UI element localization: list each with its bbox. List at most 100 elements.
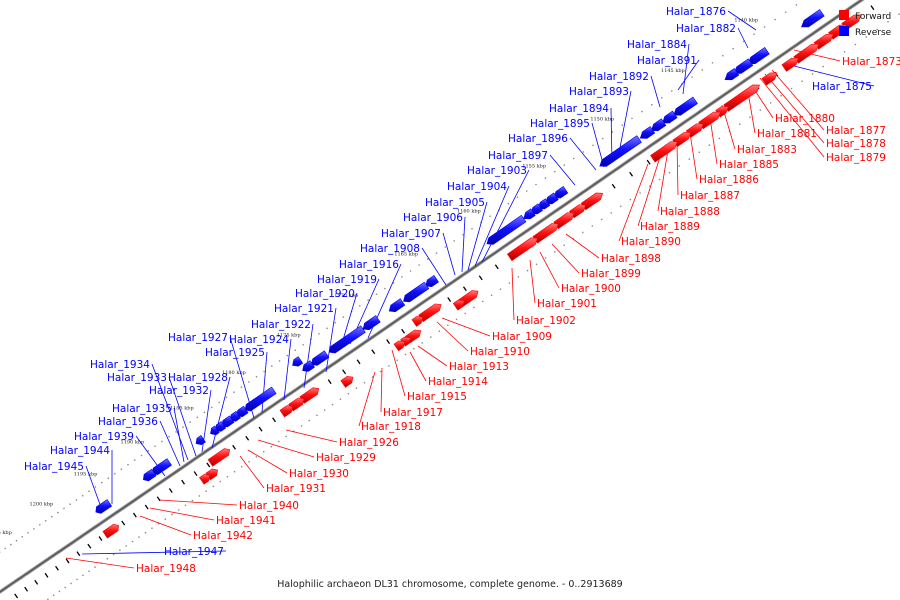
gene-label[interactable]: Halar_1879 [826,152,886,164]
gene-feature-halar-1918[interactable] [394,341,405,351]
gene-label[interactable]: Halar_1885 [719,159,779,171]
gene-label[interactable]: Halar_1883 [737,144,797,156]
gene-feature-halar-1914[interactable] [412,316,423,326]
gene-label[interactable]: Halar_1876 [666,6,726,18]
scale-dot [388,365,390,367]
gene-label[interactable]: Halar_1904 [447,181,507,193]
gene-label[interactable]: Halar_1919 [317,274,377,286]
gene-label[interactable]: Halar_1892 [589,71,649,83]
gene-label[interactable]: Halar_1891 [637,55,697,67]
gene-label[interactable]: Halar_1927 [168,332,228,344]
gene-feature-halar-1940[interactable] [208,449,230,467]
gene-label[interactable]: Halar_1880 [775,113,835,125]
leader-line [540,252,559,288]
gene-label[interactable]: Halar_1947 [164,546,224,558]
gene-label[interactable]: Halar_1884 [627,39,687,51]
gene-label[interactable]: Halar_1905 [425,197,485,209]
scale-dot [248,461,250,463]
gene-feature-halar-1924[interactable] [311,351,328,366]
gene-label[interactable]: Halar_1906 [403,212,463,224]
gene-label[interactable]: Halar_1907 [381,228,441,240]
gene-label[interactable]: Halar_1944 [50,445,110,457]
gene-label[interactable]: Halar_1889 [640,221,700,233]
gene-feature-halar-1884[interactable] [748,47,769,63]
scale-dot [132,541,134,543]
gene-label[interactable]: Halar_1929 [316,452,376,464]
gene-feature-halar-1927[interactable] [293,357,303,367]
gene-label[interactable]: Halar_1917 [383,407,443,419]
gene-label[interactable]: Halar_1939 [74,431,134,443]
gene-label[interactable]: Halar_1914 [428,376,488,388]
scale-dot [248,381,250,383]
gene-label[interactable]: Halar_1894 [549,103,609,115]
gene-label[interactable]: Halar_1895 [530,118,590,130]
gene-feature-halar-1910[interactable] [453,300,464,310]
gene-label[interactable]: Halar_1930 [289,468,349,480]
gene-label[interactable]: Halar_1920 [295,288,355,300]
gene-label[interactable]: Halar_1881 [757,128,817,140]
gene-feature-halar-1931[interactable] [280,406,293,417]
gene-label[interactable]: Halar_1928 [168,372,228,384]
gene-label[interactable]: Halar_1901 [537,298,597,310]
gene-label[interactable]: Halar_1899 [581,268,641,280]
gene-feature-halar-1882[interactable] [801,10,824,27]
gene-feature-halar-1921[interactable] [363,316,380,330]
gene-label[interactable]: Halar_1933 [107,372,167,384]
gene-label[interactable]: Halar_1931 [266,483,326,495]
gene-feature-halar-1897[interactable] [600,136,642,167]
gene-feature-halar-1922[interactable] [329,326,365,353]
gene-label[interactable]: Halar_1910 [470,346,530,358]
scale-dot [178,509,180,511]
gene-feature-halar-1948[interactable] [103,524,119,538]
gene-label[interactable]: Halar_1886 [699,174,759,186]
scale-dot [318,333,320,335]
gene-label[interactable]: Halar_1945 [24,461,84,473]
gene-label[interactable]: Halar_1941 [216,515,276,527]
gene-label[interactable]: Halar_1948 [136,563,196,575]
gene-label[interactable]: Halar_1873 [842,56,900,68]
gene-label[interactable]: Halar_1909 [492,331,552,343]
gene-feature-halar-1916[interactable] [426,275,439,286]
gene-label[interactable]: Halar_1882 [676,23,736,35]
gene-label[interactable]: Halar_1897 [488,150,548,162]
gene-feature-halar-1881[interactable] [782,58,798,71]
gene-label[interactable]: Halar_1887 [680,190,740,202]
gene-label[interactable]: Halar_1918 [361,421,421,433]
gene-label[interactable]: Halar_1916 [339,259,399,271]
gene-label[interactable]: Halar_1893 [569,86,629,98]
gene-label[interactable]: Halar_1922 [251,319,311,331]
gene-feature-halar-1885[interactable] [724,85,760,112]
gene-feature-halar-1908[interactable] [487,215,526,244]
gene-feature-halar-1942[interactable] [200,474,210,484]
gene-label[interactable]: Halar_1935 [112,403,172,415]
gene-label[interactable]: Halar_1942 [193,530,253,542]
gene-feature-halar-1947[interactable] [96,500,112,514]
gene-label[interactable]: Halar_1925 [205,347,265,359]
leader-line [570,138,596,170]
stop-mark [233,445,236,449]
gene-label[interactable]: Halar_1877 [826,125,886,137]
gene-label[interactable]: Halar_1936 [98,416,158,428]
gene-label[interactable]: Halar_1875 [812,81,872,93]
gene-label[interactable]: Halar_1898 [601,253,661,265]
gene-label[interactable]: Halar_1934 [90,359,150,371]
gene-label[interactable]: Halar_1888 [660,206,720,218]
gene-feature-halar-1926[interactable] [341,376,353,387]
gene-label[interactable]: Halar_1890 [621,236,681,248]
gene-label[interactable]: Halar_1932 [149,385,209,397]
gene-label[interactable]: Halar_1908 [360,243,420,255]
gene-label[interactable]: Halar_1921 [274,303,334,315]
gene-label[interactable]: Halar_1940 [239,500,299,512]
gene-label[interactable]: Halar_1913 [449,361,509,373]
gene-label[interactable]: Halar_1878 [826,138,886,150]
gene-label[interactable]: Halar_1915 [407,391,467,403]
gene-label[interactable]: Halar_1896 [508,133,568,145]
gene-label[interactable]: Halar_1926 [339,437,399,449]
gene-feature-halar-1920[interactable] [389,299,405,312]
gene-feature-halar-1893[interactable] [674,97,698,115]
gene-label[interactable]: Halar_1902 [516,315,576,327]
gene-label[interactable]: Halar_1900 [561,283,621,295]
gene-feature-halar-1891[interactable] [734,59,753,74]
gene-label[interactable]: Halar_1903 [467,165,527,177]
gene-label[interactable]: Halar_1924 [229,334,289,346]
